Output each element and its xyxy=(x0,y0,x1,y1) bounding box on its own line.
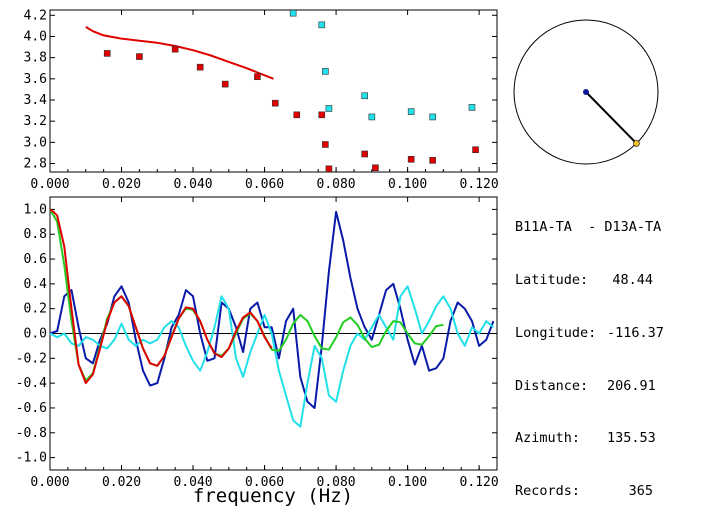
cyan-points-marker xyxy=(407,108,415,115)
red-points-marker xyxy=(171,45,179,53)
x-tick-label: 0.120 xyxy=(460,177,499,192)
x-axis-title: frequency (Hz) xyxy=(193,485,353,507)
x-tick-label: 0.120 xyxy=(460,475,499,490)
station-info: B11A-TA - D13A-TA Latitude: 48.44 Longit… xyxy=(515,184,664,518)
red-points-marker xyxy=(271,99,279,107)
y-tick-label: -0.8 xyxy=(16,426,47,441)
cyan-points-marker xyxy=(322,68,329,75)
cyan-series-line xyxy=(49,285,495,428)
compass-circle xyxy=(513,19,659,165)
info-row-distance: Distance: 206.91 xyxy=(515,378,661,396)
correlation-y-axis: 1.0 0.8 0.6 0.4 0.2 0.0 -0.2 -0.4 -0.6 -0.8 -1.0 xyxy=(16,202,497,466)
red-series-line xyxy=(49,208,273,385)
cyan-points-marker xyxy=(468,104,476,111)
azimuth-end-dot xyxy=(633,140,640,147)
cyan-points-marker xyxy=(318,21,326,29)
y-tick-label: 3.0 xyxy=(24,135,47,150)
x-tick-label: 0.020 xyxy=(102,475,141,490)
red-points-marker xyxy=(318,111,326,119)
info-label: Longitude: xyxy=(515,324,597,341)
red-points-marker xyxy=(221,80,229,88)
x-tick-label: 0.100 xyxy=(388,177,427,192)
y-tick-label: -0.6 xyxy=(16,401,47,416)
x-tick-label: 0.020 xyxy=(102,177,141,192)
info-value: 48.44 xyxy=(612,271,653,288)
red-points-marker xyxy=(429,157,436,164)
station-pair: B11A-TA - D13A-TA xyxy=(515,219,662,236)
x-tick-label: 0.060 xyxy=(245,475,284,490)
azimuth-line xyxy=(585,91,638,145)
x-tick-label: 0.040 xyxy=(173,475,212,490)
dispersion-y-axis: 2.8 3.0 3.2 3.4 3.6 3.8 4.0 4.2 xyxy=(24,8,497,172)
y-tick-label: 3.4 xyxy=(24,93,48,108)
cyan-points-marker xyxy=(325,105,333,112)
y-tick-label: 4.0 xyxy=(24,29,47,44)
y-tick-label: -1.0 xyxy=(16,451,47,466)
y-tick-label: 0.2 xyxy=(24,302,47,317)
red-points-marker xyxy=(407,155,415,163)
correlation-series xyxy=(49,208,495,428)
red-points-marker xyxy=(472,146,479,154)
compass-center-dot xyxy=(583,89,589,95)
y-tick-label: 0.4 xyxy=(24,277,48,292)
x-tick-label: 0.100 xyxy=(388,475,427,490)
y-tick-label: 2.8 xyxy=(24,157,47,172)
y-tick-label: 0.8 xyxy=(24,227,47,242)
y-tick-label: -0.4 xyxy=(16,376,47,391)
info-row-azimuth: Azimuth: 135.53 xyxy=(515,430,661,448)
y-tick-label: 3.6 xyxy=(24,72,47,87)
y-tick-label: 1.0 xyxy=(24,202,47,217)
cyan-points-marker xyxy=(361,92,368,100)
correlation-plot: 0.000 0.020 0.040 0.060 0.080 0.100 0.120 1.00… xyxy=(16,196,499,507)
dispersion-plot-frame xyxy=(49,9,498,173)
dispersion-x-axis: 0.000 0.020 0.040 0.060 0.080 0.100 0.120 xyxy=(30,10,499,192)
red-points-marker xyxy=(293,111,301,119)
dispersion-series xyxy=(85,9,479,173)
y-tick-label: 3.2 xyxy=(24,114,47,129)
x-tick-label: 0.080 xyxy=(317,475,356,490)
info-value: 365 xyxy=(628,483,653,500)
blue-series-line xyxy=(49,210,495,409)
info-value: 206.91 xyxy=(607,377,656,394)
cyan-points-marker xyxy=(368,113,376,121)
x-tick-label: 0.060 xyxy=(245,177,284,192)
red-points-marker xyxy=(103,50,111,57)
red-points-marker xyxy=(325,165,333,173)
dispersion-plot: 0.000 0.020 0.040 0.060 0.080 0.100 0.120 2.8 3… xyxy=(24,8,499,192)
info-row-longitude: Longitude: -116.37 xyxy=(515,324,664,343)
red-curve-series-line xyxy=(85,26,274,80)
x-tick-label: 0.080 xyxy=(317,177,356,192)
y-tick-label: 4.2 xyxy=(24,8,47,23)
x-tick-label: 0.000 xyxy=(30,475,69,490)
x-tick-label: 0.000 xyxy=(30,177,69,192)
info-row-latitude: Latitude: 48.44 xyxy=(515,272,661,290)
info-label: Latitude: xyxy=(515,271,589,288)
red-points-marker xyxy=(136,53,143,60)
cyan-points-marker xyxy=(289,9,297,17)
red-points-marker xyxy=(196,63,204,71)
red-points-marker xyxy=(361,150,368,158)
red-points-marker xyxy=(372,164,379,172)
correlation-x-axis: 0.000 0.020 0.040 0.060 0.080 0.100 0.120 xyxy=(30,197,499,490)
info-value: -116.37 xyxy=(607,324,664,341)
info-value: 135.53 xyxy=(607,430,656,447)
y-tick-label: 0.6 xyxy=(24,252,47,267)
y-tick-label: -0.2 xyxy=(16,351,47,366)
red-points-marker xyxy=(254,73,261,81)
cyan-points-marker xyxy=(429,113,436,121)
info-label: Records: xyxy=(515,483,581,500)
y-tick-label: 3.8 xyxy=(24,51,47,66)
info-row-records: Records: 365 xyxy=(515,483,661,501)
info-label: Distance: xyxy=(515,377,589,394)
info-label: Azimuth: xyxy=(515,430,581,447)
y-tick-label: 0.0 xyxy=(24,327,47,342)
azimuth-compass xyxy=(513,19,659,165)
x-tick-label: 0.040 xyxy=(173,177,212,192)
red-points-marker xyxy=(322,141,329,148)
